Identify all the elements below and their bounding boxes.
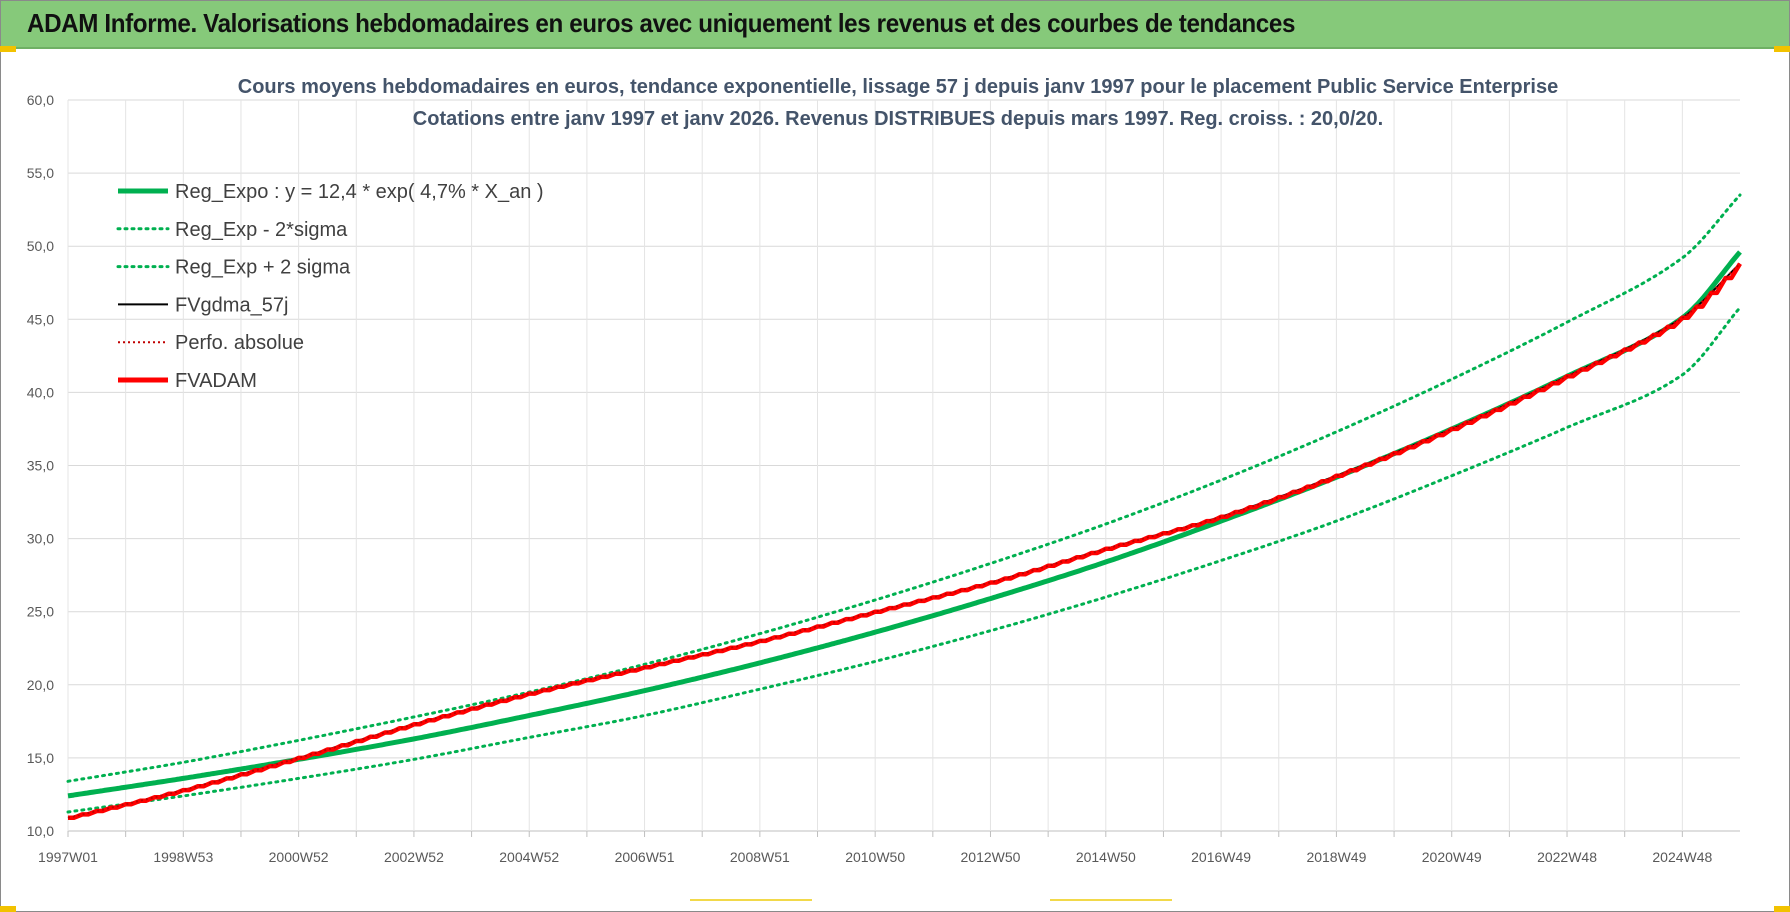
report-banner: ADAM Informe. Valorisations hebdomadaire…: [1, 1, 1789, 49]
series-line-5: [68, 262, 1742, 821]
legend-label-2: Reg_Exp + 2 sigma: [175, 257, 351, 279]
grid-layer: [67, 99, 1740, 832]
x-tick-label: 2010W50: [845, 849, 905, 865]
legend-label-3: FVgdma_57j: [175, 294, 288, 316]
y-tick-label: 40,0: [27, 384, 54, 400]
y-tick-label: 10,0: [27, 823, 54, 839]
x-tick-label: 2016W49: [1191, 849, 1251, 865]
x-tick-label: 2024W48: [1652, 849, 1712, 865]
series-line-3: [67, 262, 1741, 819]
y-tick-label: 45,0: [27, 311, 54, 327]
x-tick-label: 2002W52: [384, 849, 444, 865]
x-tick-label: 2018W49: [1306, 849, 1366, 865]
x-tick-label: 2004W52: [499, 849, 559, 865]
x-tick-label: 1997W01: [38, 849, 98, 865]
x-tick-label: 2006W51: [615, 849, 675, 865]
y-tick-label: 55,0: [27, 165, 54, 181]
y-tick-label: 30,0: [27, 531, 54, 547]
corner-marker-top-right: [1774, 46, 1790, 52]
series-line-0: [67, 250, 1742, 799]
legend-label-1: Reg_Exp - 2*sigma: [175, 219, 348, 241]
y-tick-label: 15,0: [27, 750, 54, 766]
report-title: ADAM Informe. Valorisations hebdomadaire…: [27, 8, 1296, 38]
series-line-1: [66, 306, 1742, 814]
chart-subtitle: Cotations entre janv 1997 et janv 2026. …: [413, 108, 1383, 130]
legend-label-5: FVADAM: [175, 370, 257, 392]
y-tick-label: 60,0: [27, 92, 54, 108]
corner-marker-top-left: [0, 46, 16, 52]
y-tick-label: 20,0: [27, 677, 54, 693]
corner-marker-bottom-left: [0, 906, 16, 912]
x-tick-label: 2008W51: [730, 849, 790, 865]
x-tick-label: 2020W49: [1422, 849, 1482, 865]
x-tick-label: 2022W48: [1537, 849, 1597, 865]
legend-label-0: Reg_Expo : y = 12,4 * exp( 4,7% * X_an ): [175, 181, 544, 203]
series-line-2: [66, 193, 1742, 783]
x-tick-label: 2000W52: [269, 849, 329, 865]
y-tick-label: 50,0: [27, 238, 54, 254]
corner-marker-bottom-right: [1774, 906, 1790, 912]
x-tick-label: 2012W50: [961, 849, 1021, 865]
y-tick-label: 35,0: [27, 458, 54, 474]
footer-accent-left: [690, 899, 812, 901]
y-tick-label: 25,0: [27, 604, 54, 620]
series-layer: [66, 193, 1742, 821]
footer-accent-right: [1050, 899, 1172, 901]
axis-layer: 10,0 15,0 20,0 25,0 30,0 35,0 40,0 45,0 50,0 55,0…: [27, 92, 1713, 865]
series-line-4: [67, 262, 1741, 819]
x-tick-label: 1998W53: [153, 849, 213, 865]
legend: Reg_Expo : y = 12,4 * exp( 4,7% * X_an )…: [116, 181, 544, 392]
legend-label-4: Perfo. absolue: [175, 332, 304, 354]
x-tick-label: 2014W50: [1076, 849, 1136, 865]
chart-title: Cours moyens hebdomadaires en euros, ten…: [238, 76, 1558, 98]
